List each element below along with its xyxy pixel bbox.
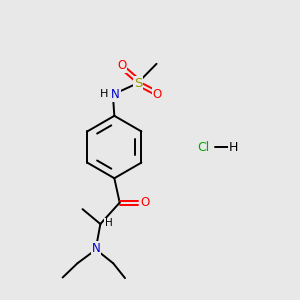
Text: Cl: Cl <box>197 140 210 154</box>
Text: H: H <box>229 140 239 154</box>
Text: H: H <box>105 218 112 228</box>
Text: O: O <box>153 88 162 101</box>
Text: S: S <box>134 76 142 90</box>
Text: H: H <box>100 89 109 99</box>
Text: N: N <box>92 242 100 255</box>
Text: O: O <box>117 59 126 72</box>
Text: O: O <box>140 196 149 209</box>
Text: N: N <box>111 88 120 101</box>
